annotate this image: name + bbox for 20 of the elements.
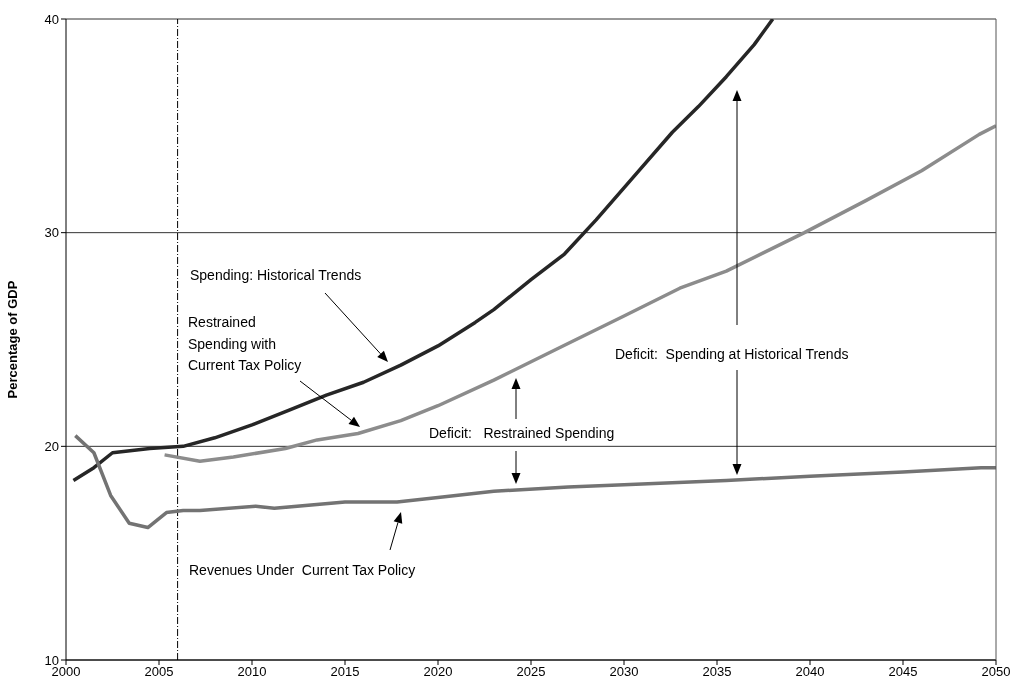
annotation: Restrained Spending with Current Tax Policy [188,314,302,373]
annotation: Spending: Historical Trends [190,267,362,283]
x-tick-label: 2045 [888,664,918,680]
x-tick-label: 2040 [795,664,825,680]
annotation: Deficit: Restrained Spending [429,425,615,441]
x-tick-label: 2005 [144,664,174,680]
x-tick-label: 2030 [609,664,639,680]
x-tick-label: 2010 [237,664,267,680]
y-tick-label: 20 [44,438,59,454]
y-tick-label: 40 [44,11,59,27]
annotation: Deficit: Spending at Historical Trends [615,346,849,362]
annotation: Revenues Under Current Tax Policy [189,562,416,578]
x-tick-label: 2035 [702,664,732,680]
x-tick-label: 2050 [981,664,1011,680]
y-axis-title: Percentage of GDP [4,280,20,399]
x-tick-label: 2020 [423,664,453,680]
x-tick-label: 2025 [516,664,546,680]
y-tick-label: 30 [44,225,59,241]
x-tick-label: 2015 [330,664,360,680]
line-series [162,124,996,464]
